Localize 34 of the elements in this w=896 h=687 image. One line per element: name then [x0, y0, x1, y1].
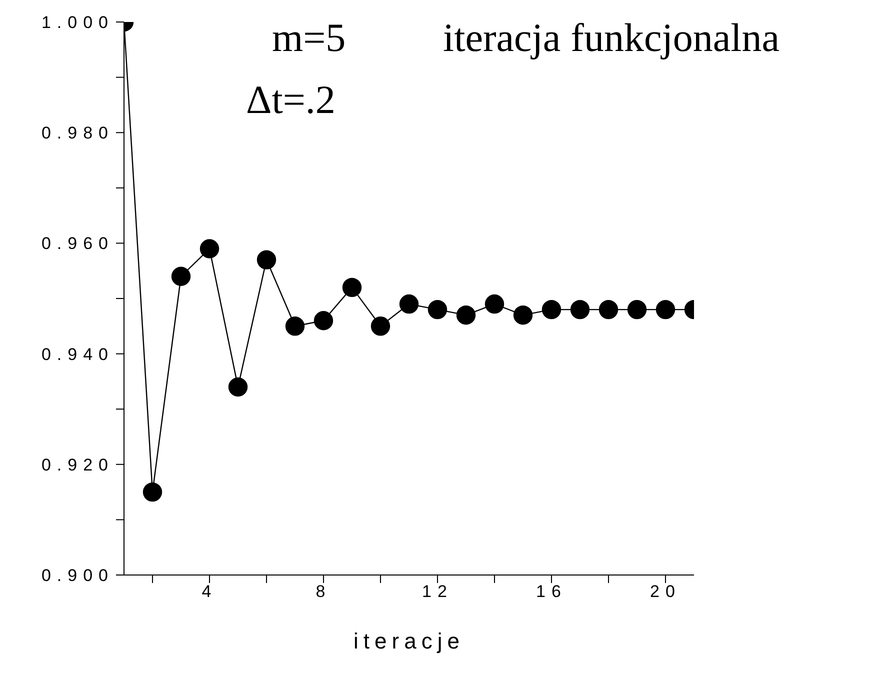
- annotation: iteracja funkcjonalna: [443, 14, 780, 62]
- annotation: m=5: [272, 14, 346, 62]
- point: [570, 300, 590, 320]
- point: [399, 294, 419, 314]
- point: [228, 377, 248, 397]
- point: [370, 316, 390, 336]
- point: [314, 311, 334, 330]
- point: [598, 300, 618, 320]
- x-tick-label: 4: [202, 582, 218, 602]
- x-tick-label: 20: [650, 582, 681, 602]
- point: [627, 300, 647, 320]
- point: [171, 266, 191, 286]
- point: [342, 278, 362, 298]
- point: [656, 300, 676, 320]
- y-tick-label: 0.980: [41, 124, 114, 143]
- x-tick-label: 8: [316, 582, 332, 602]
- point: [256, 250, 276, 270]
- point: [200, 239, 220, 258]
- point: [142, 482, 162, 502]
- x-axis-title: iteracje: [354, 628, 464, 654]
- point: [456, 305, 476, 325]
- y-tick-label: 0.900: [41, 566, 114, 586]
- x-tick-label: 12: [422, 582, 453, 602]
- y-tick-label: 0.960: [41, 234, 114, 254]
- y-tick-label: 0.940: [41, 344, 114, 364]
- x-tick-label: 16: [536, 582, 567, 602]
- point: [542, 300, 562, 320]
- y-tick-label: 1.000: [41, 13, 114, 32]
- point: [484, 294, 504, 314]
- point: [285, 316, 305, 336]
- point: [513, 305, 533, 325]
- annotation: Δt=.2: [246, 76, 336, 124]
- point: [428, 300, 448, 320]
- y-tick-label: 0.920: [41, 455, 114, 474]
